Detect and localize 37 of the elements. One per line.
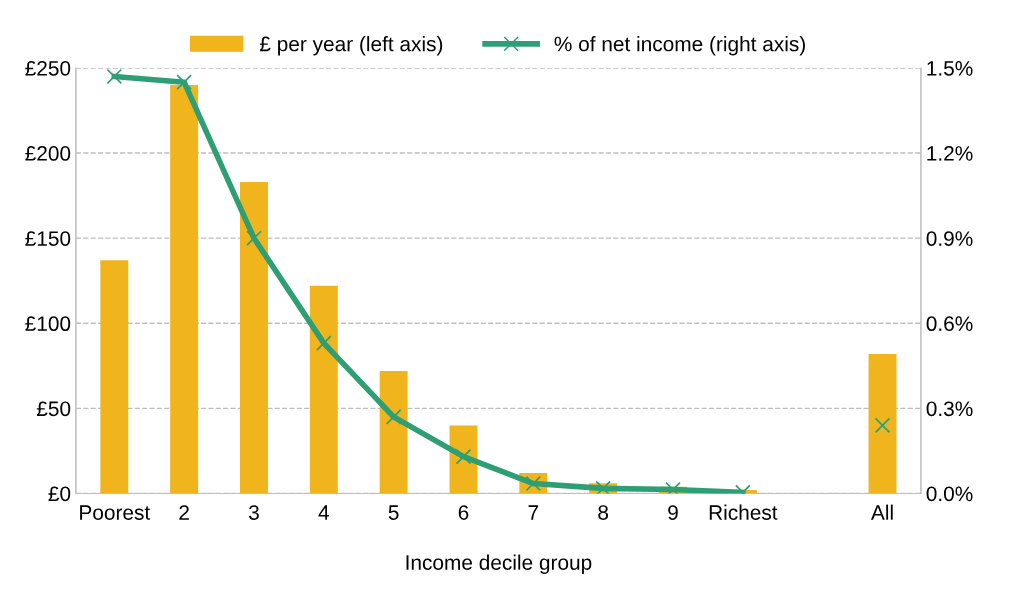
y2-tick-label: 1.2% (927, 146, 973, 161)
y2-tick-label: 0.6% (926, 316, 973, 332)
x-tick-label: 7 (528, 505, 539, 520)
x-tick-label: Poorest (80, 505, 151, 520)
bar (379, 370, 408, 494)
bar (309, 285, 338, 494)
y-tick-label: £100 (25, 316, 71, 332)
x-tick-label: 8 (598, 505, 609, 520)
y2-tick-label: 1.5% (927, 61, 973, 76)
x-axis-title: Income decile group (406, 554, 592, 574)
bar (100, 260, 129, 494)
y-tick-label: £200 (25, 146, 71, 161)
x-tick-label: 3 (248, 505, 259, 520)
bar (170, 84, 199, 494)
x-tick-label: 9 (668, 505, 678, 520)
y2-tick-label: 0.9% (926, 231, 973, 246)
bar (868, 353, 897, 494)
point (874, 417, 891, 434)
legend-label: £ per year (left axis) (259, 36, 443, 56)
bar (240, 182, 268, 494)
point (595, 480, 611, 494)
legend-label: % of net income (right axis) (554, 36, 805, 56)
x-tick-label: 6 (458, 505, 469, 520)
x-tick-label: 5 (388, 505, 399, 520)
x-tick-label: Richest (709, 504, 778, 520)
y2-tick-label: 0.3% (926, 401, 973, 417)
y-tick-label: £250 (25, 60, 71, 76)
x-tick-label: 4 (318, 505, 329, 520)
y-tick-label: £50 (36, 401, 71, 417)
x-tick-label: All (870, 504, 893, 520)
point (176, 74, 192, 90)
y-tick-label: £150 (25, 231, 71, 246)
x-tick-label: 2 (179, 505, 189, 520)
point (106, 68, 123, 85)
point (665, 481, 681, 494)
y2-tick-label: 0.0% (926, 486, 973, 502)
y-tick-label: £0 (48, 486, 71, 502)
